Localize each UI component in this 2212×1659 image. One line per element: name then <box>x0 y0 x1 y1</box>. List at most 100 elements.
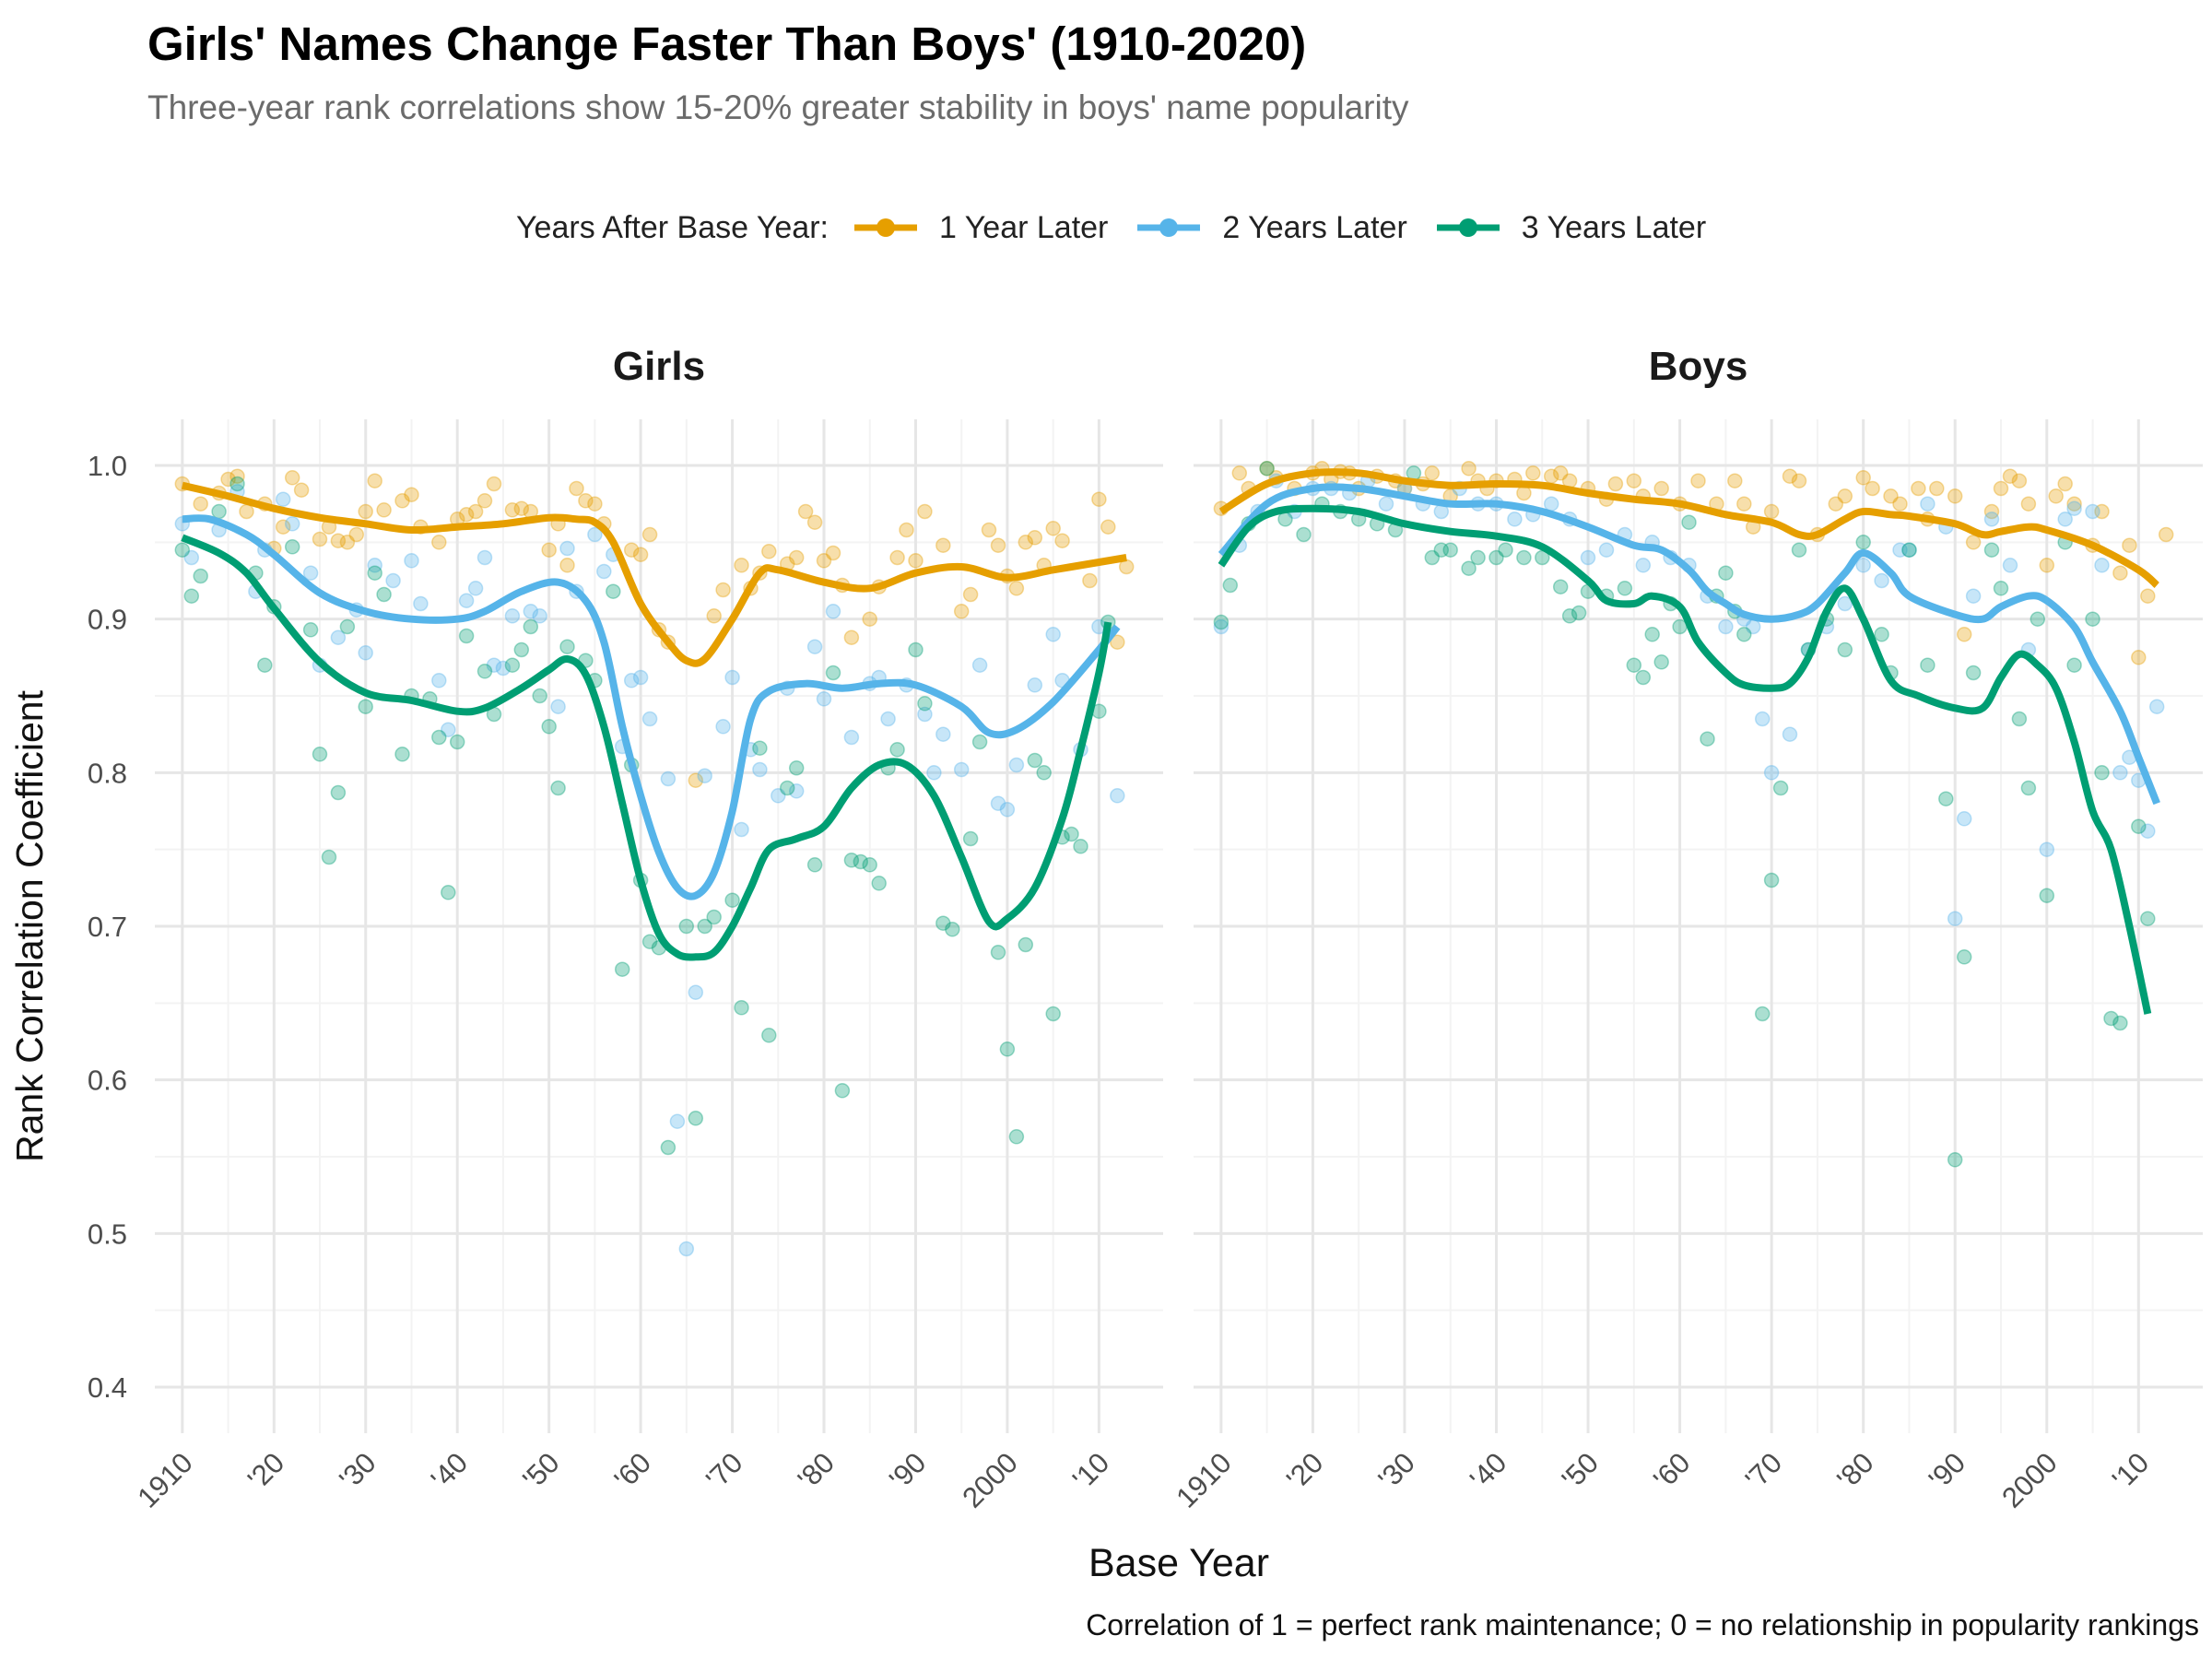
chart-title: Girls' Names Change Faster Than Boys' (1… <box>147 18 1307 70</box>
data-point <box>1920 496 1936 512</box>
data-point <box>467 503 484 520</box>
data-point <box>917 696 933 712</box>
data-point <box>1718 618 1734 635</box>
trend-line-3-years-later <box>1218 504 2152 1015</box>
data-point <box>606 583 621 599</box>
data-point <box>348 526 365 543</box>
data-point <box>2122 537 2137 553</box>
data-point <box>385 572 401 589</box>
data-point <box>376 502 392 518</box>
data-point <box>935 915 951 931</box>
data-point <box>1213 614 1230 630</box>
data-point <box>761 1028 777 1043</box>
x-tick-label: '90 <box>883 1446 932 1495</box>
data-point <box>806 514 823 530</box>
data-point <box>1983 503 2000 520</box>
data-point <box>1763 503 1780 520</box>
data-point <box>513 641 530 658</box>
data-point <box>2039 841 2055 857</box>
data-point <box>1644 627 1660 642</box>
x-tick-label: '20 <box>241 1446 290 1495</box>
data-point <box>2158 526 2174 543</box>
data-point <box>174 542 191 558</box>
data-point <box>1736 627 1752 642</box>
data-point <box>578 493 594 509</box>
data-point <box>734 821 749 838</box>
data-point <box>669 1113 686 1129</box>
data-point <box>1855 535 1871 550</box>
y-axis-title: Rank Correlation Coefficient <box>8 689 51 1162</box>
data-point <box>1911 480 1926 497</box>
data-point <box>1045 627 1061 642</box>
data-point <box>1027 530 1043 546</box>
data-point <box>2094 558 2110 573</box>
data-point <box>862 611 877 627</box>
data-point <box>211 503 227 520</box>
data-point <box>2020 496 2037 512</box>
data-point <box>477 493 493 509</box>
data-point <box>806 857 823 873</box>
data-point <box>953 604 970 619</box>
data-point <box>1045 521 1061 536</box>
data-point <box>641 526 658 543</box>
data-point <box>2002 468 2018 484</box>
data-point <box>1653 654 1669 670</box>
data-point <box>367 565 382 581</box>
data-point <box>935 537 951 553</box>
data-point <box>2057 476 2073 492</box>
data-point <box>771 788 786 804</box>
data-point <box>2030 611 2046 627</box>
y-tick-label: 0.6 <box>88 1065 127 1097</box>
x-tick-label: '60 <box>1647 1446 1696 1495</box>
data-point <box>1516 485 1532 501</box>
data-point <box>1635 558 1652 573</box>
data-point <box>330 784 347 801</box>
legend: Years After Base Year: 1 Year Later 2 Ye… <box>516 205 1734 251</box>
data-point <box>1653 480 1669 497</box>
data-point <box>816 691 832 707</box>
data-point <box>1983 542 2000 558</box>
data-point <box>1036 765 1052 781</box>
data-point <box>1082 572 1098 589</box>
data-point <box>688 772 704 788</box>
data-point <box>220 471 236 488</box>
data-point <box>1837 488 1853 504</box>
y-tick-label: 0.7 <box>88 911 127 943</box>
trend-line-2-years-later <box>1218 483 2160 806</box>
data-point <box>339 618 356 635</box>
data-point <box>358 645 373 661</box>
data-point <box>908 553 924 569</box>
data-point <box>2011 473 2028 488</box>
data-point <box>862 857 877 873</box>
data-point <box>2112 765 2128 781</box>
data-point <box>477 664 493 679</box>
data-point <box>596 563 612 580</box>
data-point <box>1259 461 1275 477</box>
data-point <box>1690 473 1706 488</box>
data-point <box>1222 577 1239 594</box>
data-point <box>486 657 502 673</box>
points-2-years-later <box>174 484 1125 1257</box>
data-point <box>376 586 392 603</box>
legend-item-3-years: 3 Years Later <box>1435 210 1706 246</box>
data-point <box>1488 549 1504 566</box>
data-point <box>1993 581 2009 596</box>
data-point <box>843 729 860 746</box>
data-point <box>614 961 630 977</box>
data-point <box>797 503 814 520</box>
data-point <box>550 780 566 796</box>
x-tick-label: 2000 <box>956 1446 1024 1514</box>
x-tick-label: '10 <box>1066 1446 1115 1495</box>
data-point <box>2002 558 2018 573</box>
data-point <box>2085 611 2100 627</box>
data-point <box>825 545 841 561</box>
data-point <box>678 918 695 935</box>
data-point <box>257 657 273 673</box>
data-point <box>1754 711 1771 727</box>
data-point <box>1791 542 1807 558</box>
data-point <box>1561 608 1578 624</box>
y-tick-label: 0.4 <box>88 1371 127 1404</box>
data-point <box>2085 503 2100 520</box>
data-point <box>1045 1006 1061 1022</box>
data-point <box>1470 549 1486 566</box>
